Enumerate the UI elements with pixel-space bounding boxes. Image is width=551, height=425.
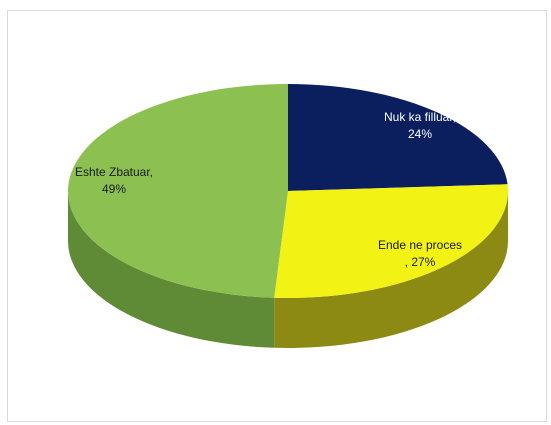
slice-ende-ne-proces-label: Ende ne proces, 27% — [378, 238, 462, 269]
pie-sides — [68, 191, 508, 348]
pie-tops — [68, 84, 509, 298]
slice-ende-ne-proces — [274, 184, 509, 298]
slice-ende-ne-proces-side — [274, 191, 508, 348]
slice-eshte-zbatuar — [68, 84, 288, 298]
chart-frame: Nuk ka filluar, 24% Ende ne proces, 27% Esh… — [7, 10, 547, 422]
slice-eshte-zbatuar-label: Eshte Zbatuar, 49% — [75, 165, 153, 196]
slice-nuk-ka-filluar-label: Nuk ka filluar, 24% — [384, 110, 456, 141]
slice-eshte-zbatuar-side — [68, 191, 275, 348]
pie-chart: Nuk ka filluar, 24% Ende ne proces, 27% Esh… — [68, 84, 509, 348]
slice-nuk-ka-filluar — [288, 84, 508, 191]
pie-labels: Nuk ka filluar, 24% Ende ne proces, 27% Esh… — [75, 110, 462, 269]
